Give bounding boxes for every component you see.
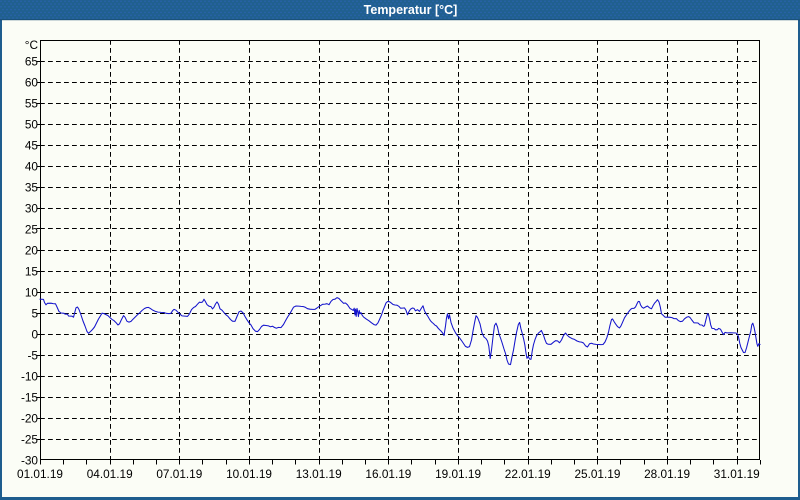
svg-text:-25: -25 <box>21 433 38 447</box>
svg-text:40: 40 <box>25 160 39 174</box>
svg-text:16.01.19: 16.01.19 <box>365 467 411 481</box>
svg-text:22.01.19: 22.01.19 <box>505 467 551 481</box>
svg-text:-15: -15 <box>21 391 38 405</box>
svg-text:-20: -20 <box>21 412 38 426</box>
svg-text:10.01.19: 10.01.19 <box>226 467 272 481</box>
svg-text:25: 25 <box>25 223 39 237</box>
svg-text:19.01.19: 19.01.19 <box>435 467 481 481</box>
svg-text:0: 0 <box>31 328 38 342</box>
svg-text:Temperatur [°C]: Temperatur [°C] <box>364 3 458 17</box>
svg-text:28.01.19: 28.01.19 <box>644 467 690 481</box>
svg-text:45: 45 <box>25 139 39 153</box>
svg-text:-30: -30 <box>21 454 38 468</box>
svg-text:°C: °C <box>25 38 39 52</box>
svg-text:65: 65 <box>25 55 39 69</box>
svg-text:04.01.19: 04.01.19 <box>87 467 133 481</box>
svg-text:-5: -5 <box>28 349 39 363</box>
svg-text:35: 35 <box>25 181 39 195</box>
svg-text:5: 5 <box>31 307 38 321</box>
svg-text:13.01.19: 13.01.19 <box>296 467 342 481</box>
svg-text:10: 10 <box>25 286 39 300</box>
svg-text:60: 60 <box>25 76 39 90</box>
svg-text:55: 55 <box>25 97 39 111</box>
svg-text:50: 50 <box>25 118 39 132</box>
svg-text:31.01.19: 31.01.19 <box>714 467 760 481</box>
svg-text:15: 15 <box>25 265 39 279</box>
svg-text:01.01.19: 01.01.19 <box>17 467 63 481</box>
svg-text:25.01.19: 25.01.19 <box>574 467 620 481</box>
svg-text:30: 30 <box>25 202 39 216</box>
svg-text:-10: -10 <box>21 370 38 384</box>
svg-text:07.01.19: 07.01.19 <box>156 467 202 481</box>
svg-text:20: 20 <box>25 244 39 258</box>
